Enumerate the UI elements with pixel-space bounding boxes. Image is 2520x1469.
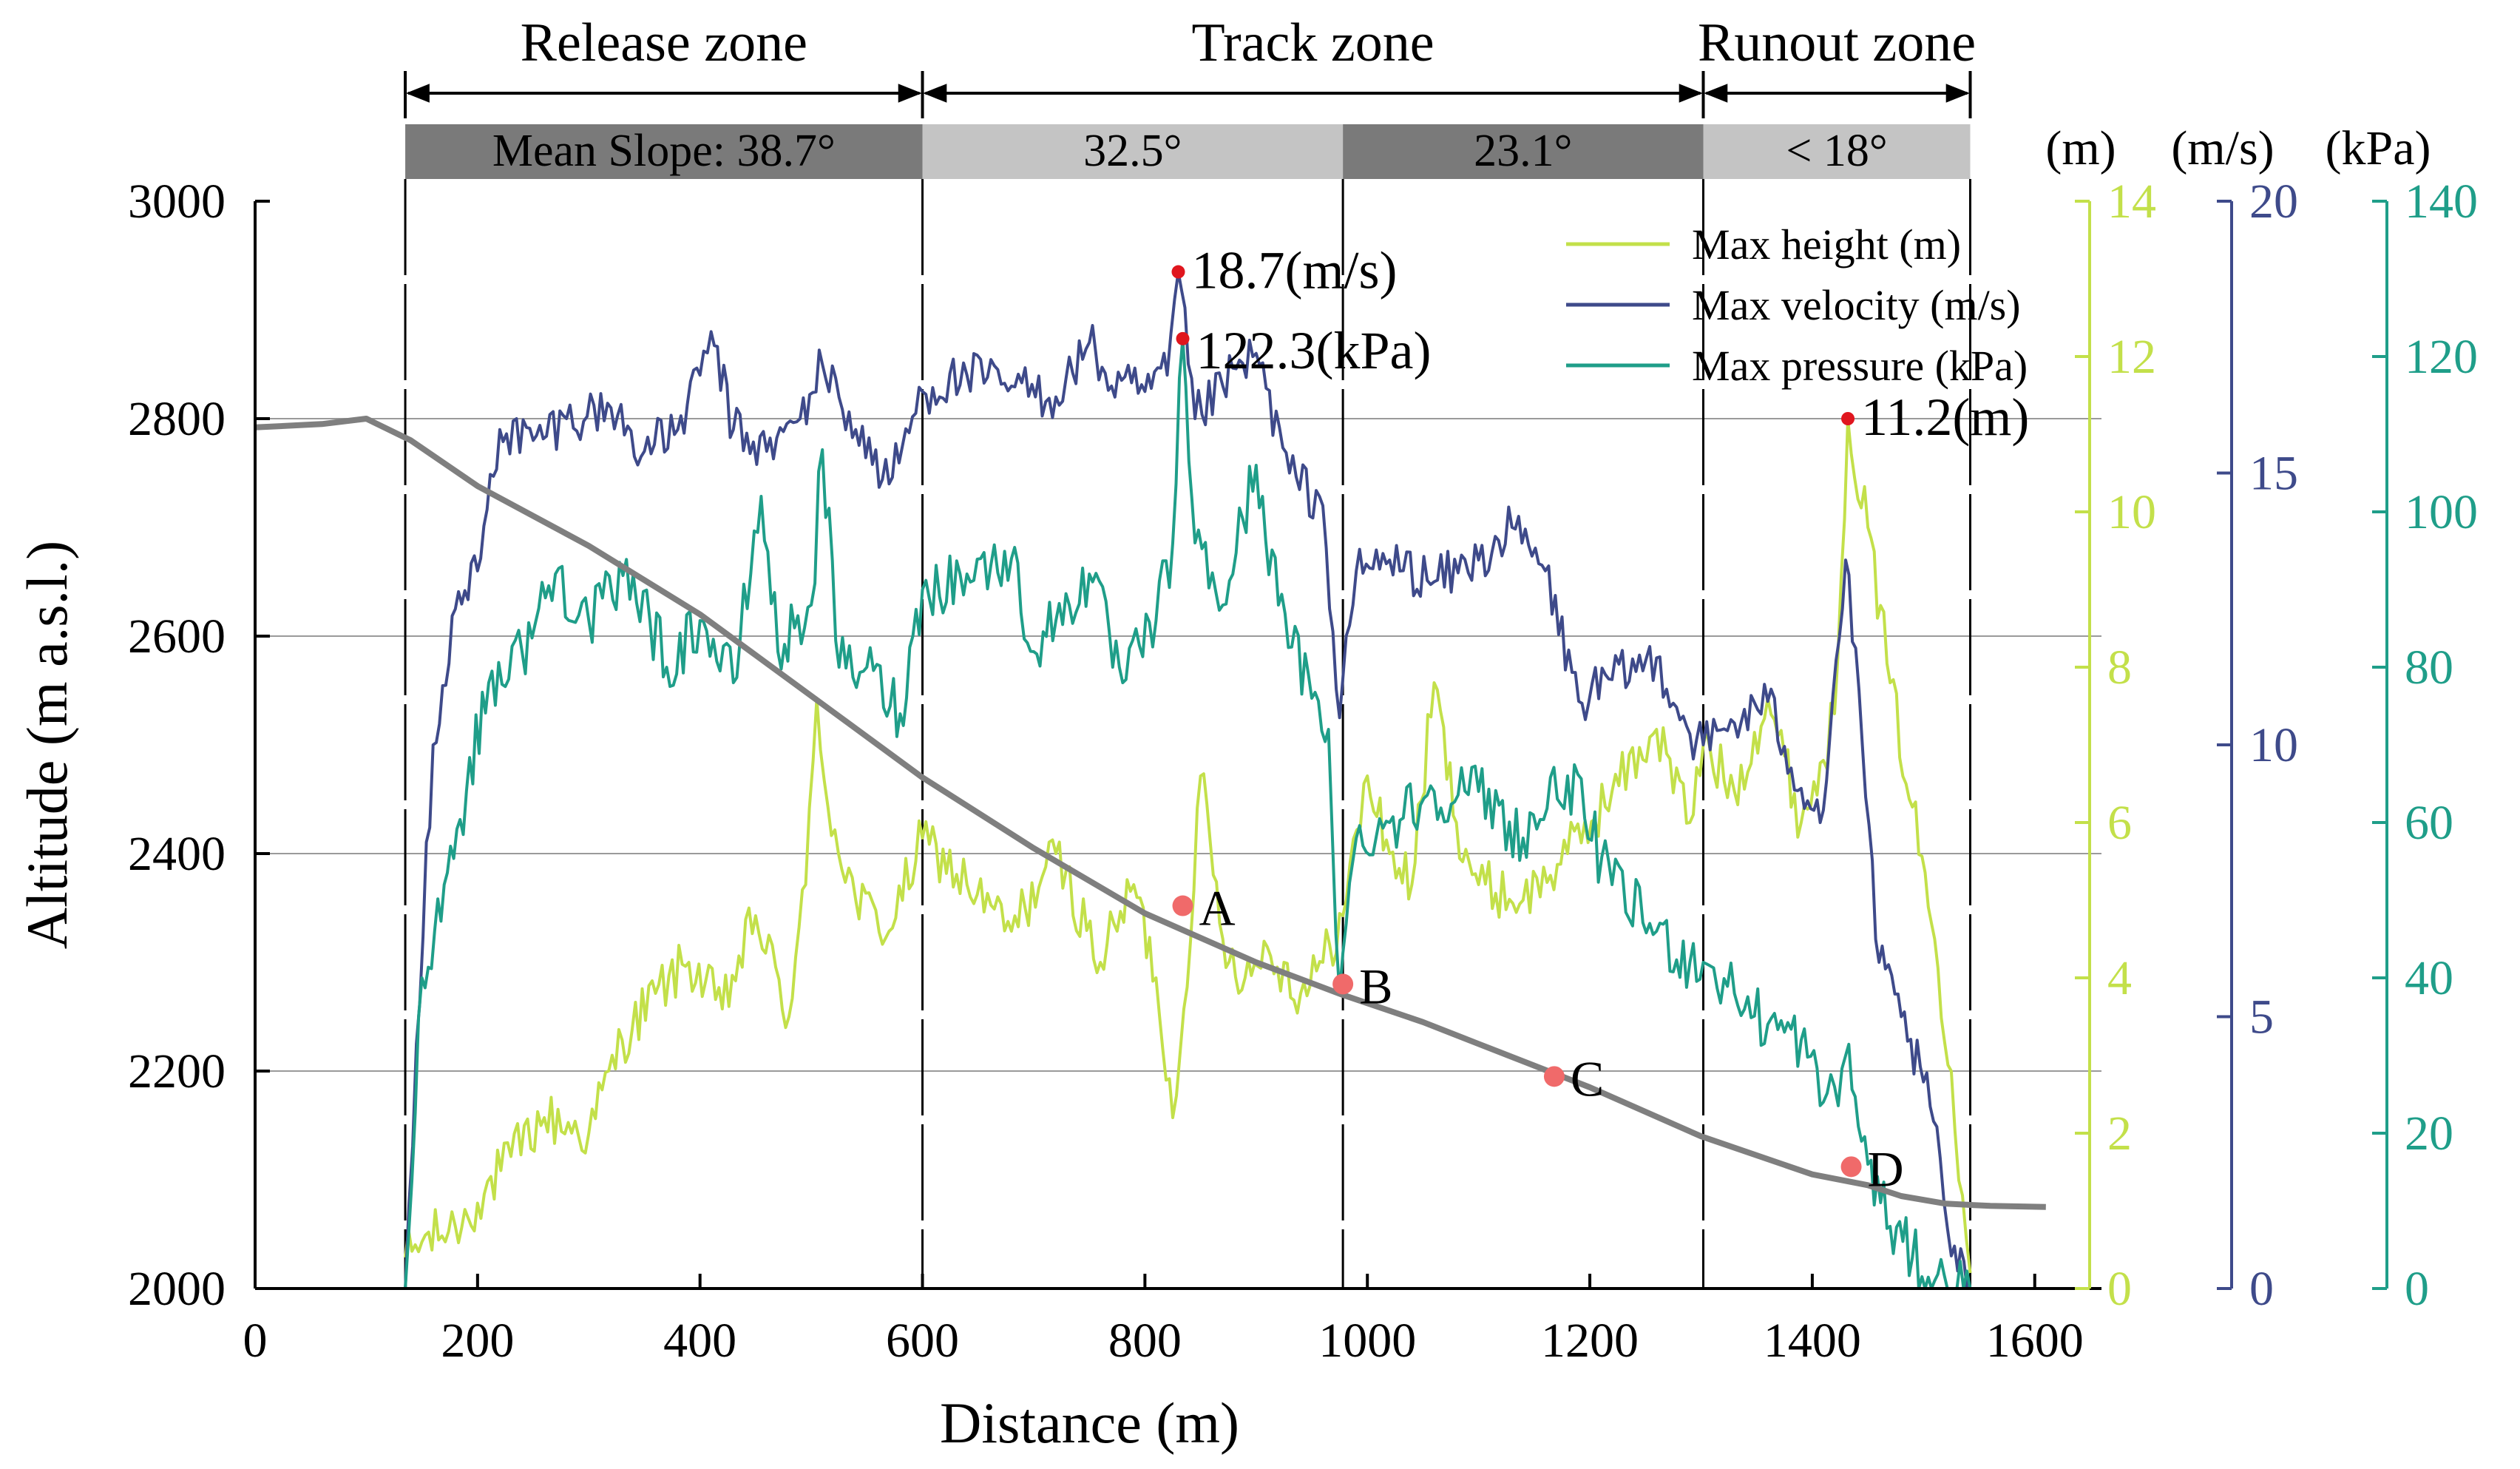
right-tick-label-velocity: 0 <box>2249 1262 2274 1316</box>
slope-band-label: < 18° <box>1786 126 1887 176</box>
right-tick-label-velocity: 10 <box>2249 718 2298 772</box>
zone-arrows: Release zone Track zone Runout zone <box>404 13 1976 118</box>
legend-label: Max height (m) <box>1692 220 1961 269</box>
x-tick-label: 1200 <box>1541 1314 1639 1368</box>
right-axis-unit-pressure: (kPa) <box>2326 121 2431 175</box>
slope-band-label: 23.1° <box>1474 126 1572 176</box>
series-line-height <box>404 417 1972 1274</box>
markers: 18.7(m/s) 122.3(kPa) 11.2(m) A B C D <box>1171 241 2029 1197</box>
peak-label: 122.3(kPa) <box>1196 321 1432 380</box>
y-tick-label: 2200 <box>128 1044 226 1098</box>
right-axis-unit-height: (m) <box>2045 121 2116 175</box>
legend-label: Max velocity (m/s) <box>1692 281 2021 329</box>
point-label: A <box>1199 880 1236 936</box>
peak-label: 11.2(m) <box>1861 388 2029 447</box>
right-tick-label-height: 8 <box>2107 641 2132 695</box>
right-tick-label-pressure: 20 <box>2405 1107 2453 1161</box>
x-tick-label: 1000 <box>1318 1314 1416 1368</box>
point-label: C <box>1571 1050 1604 1107</box>
x-tick-label: 1600 <box>1986 1314 2084 1368</box>
x-tick-label: 0 <box>243 1314 268 1368</box>
slope-band-label: Mean Slope: 38.7° <box>492 126 836 176</box>
slope-band-label: 32.5° <box>1083 126 1182 176</box>
peak-label: 18.7(m/s) <box>1192 241 1398 300</box>
right-tick-label-pressure: 0 <box>2405 1262 2429 1316</box>
zone-label: Release zone <box>521 13 807 73</box>
point-label: B <box>1359 958 1392 1014</box>
right-tick-label-pressure: 60 <box>2405 796 2453 850</box>
x-tick-label: 1400 <box>1764 1314 1861 1368</box>
terrain-line <box>254 416 2046 1210</box>
slope-band-0 <box>405 124 923 179</box>
slope-band-1 <box>922 124 1344 179</box>
y-tick-label: 2600 <box>128 609 226 663</box>
right-tick-label-velocity: 5 <box>2249 990 2274 1044</box>
zone-label: Runout zone <box>1698 13 1976 73</box>
slope-band-3 <box>1703 124 1971 179</box>
point-marker-a <box>1172 895 1193 916</box>
zone-dividers <box>404 179 1972 1289</box>
right-tick-label-height: 14 <box>2107 175 2156 229</box>
y-axis-label: Altitude (m a.s.l.) <box>15 541 79 949</box>
legend-label: Max pressure (kPa) <box>1692 342 2028 390</box>
x-tick-label: 400 <box>663 1314 736 1368</box>
right-tick-label-pressure: 100 <box>2405 485 2478 539</box>
peak-marker <box>1176 331 1190 345</box>
right-tick-label-pressure: 120 <box>2405 330 2478 384</box>
y-tick-label: 2800 <box>128 392 226 446</box>
right-tick-label-height: 4 <box>2107 951 2132 1005</box>
right-tick-label-height: 0 <box>2107 1262 2132 1316</box>
right-tick-label-velocity: 15 <box>2249 447 2298 501</box>
right-tick-label-velocity: 20 <box>2249 175 2298 229</box>
right-tick-label-height: 10 <box>2107 485 2156 539</box>
slope-band-2 <box>1343 124 1704 179</box>
x-tick-label: 800 <box>1108 1314 1182 1368</box>
right-tick-label-pressure: 140 <box>2405 175 2478 229</box>
right-axis-unit-velocity: (m/s) <box>2171 121 2274 175</box>
right-tick-label-pressure: 40 <box>2405 951 2453 1005</box>
peak-marker <box>1171 265 1185 279</box>
right-tick-label-height: 2 <box>2107 1107 2132 1161</box>
data-series <box>404 270 1972 1290</box>
terrain-group <box>254 416 2046 1210</box>
x-tick-label: 200 <box>441 1314 514 1368</box>
right-tick-label-height: 12 <box>2107 330 2156 384</box>
right-tick-label-height: 6 <box>2107 796 2132 850</box>
series-line-pressure <box>404 337 1972 1290</box>
y-tick-label: 3000 <box>128 175 226 229</box>
x-tick-label: 600 <box>886 1314 959 1368</box>
x-axis-label: Distance (m) <box>940 1391 1239 1455</box>
point-marker-d <box>1840 1156 1862 1178</box>
y-tick-label: 2000 <box>128 1262 226 1316</box>
zone-label: Track zone <box>1191 13 1434 73</box>
point-marker-c <box>1543 1066 1565 1087</box>
right-tick-label-pressure: 80 <box>2405 641 2453 695</box>
y-tick-label: 2400 <box>128 827 226 881</box>
point-label: D <box>1868 1141 1904 1197</box>
peak-marker <box>1841 412 1855 425</box>
point-marker-b <box>1332 973 1354 995</box>
slope-bands: Mean Slope: 38.7° 32.5° 23.1° < 18° <box>405 124 1971 179</box>
legend: Max height (m) Max velocity (m/s) Max pres… <box>1566 220 2028 390</box>
